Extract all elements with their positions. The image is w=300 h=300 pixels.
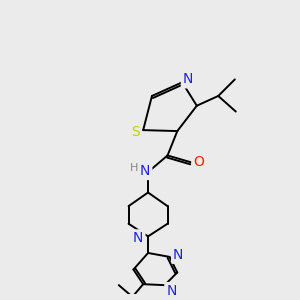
Text: N: N (166, 284, 177, 298)
Text: S: S (131, 125, 140, 139)
Text: N: N (140, 164, 150, 178)
Text: H: H (130, 163, 139, 173)
Text: N: N (173, 248, 184, 262)
Text: N: N (133, 231, 143, 245)
Text: O: O (193, 155, 204, 169)
Text: N: N (183, 72, 193, 86)
